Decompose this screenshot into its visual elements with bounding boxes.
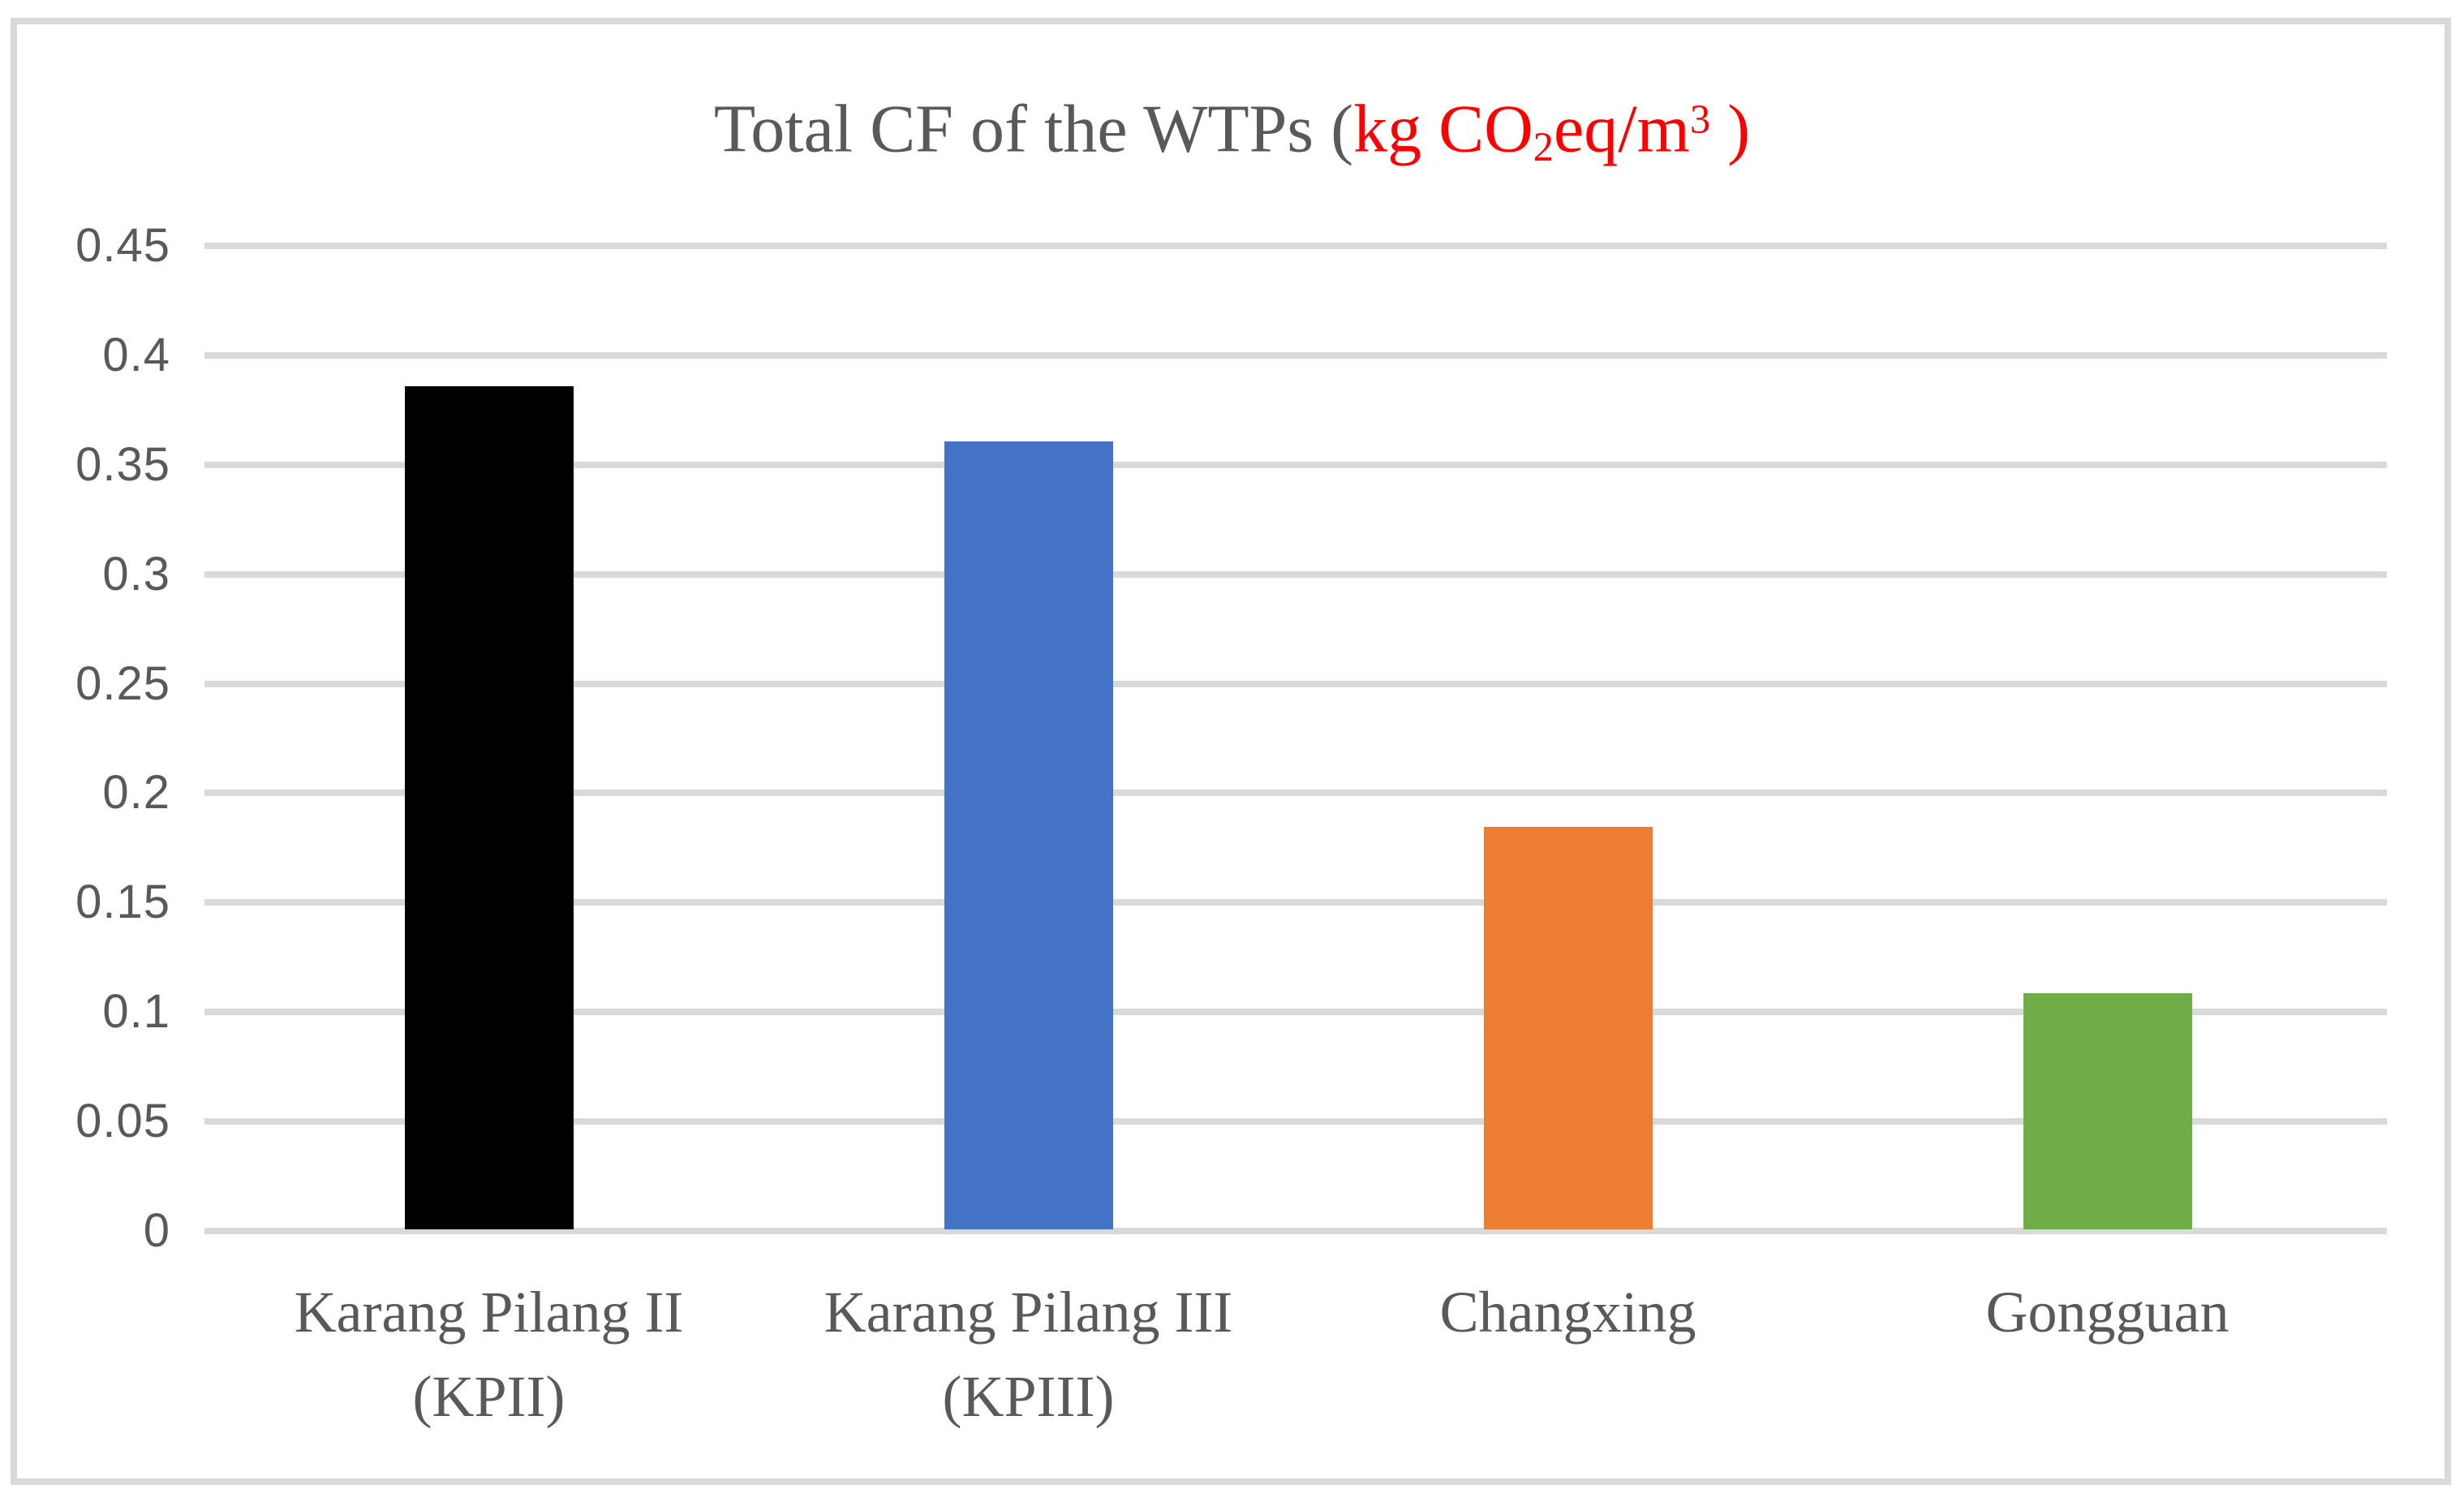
y-axis-tick-label-0.2: 0.2 xyxy=(102,766,170,820)
gridline-0.1 xyxy=(204,1009,2387,1016)
y-axis-tick-label-0.1: 0.1 xyxy=(102,985,170,1039)
chart-title: Total CF of the WTPs (kg CO2eq/m3 ) xyxy=(0,71,2464,196)
chart-title-supscript: 3 xyxy=(1689,97,1711,142)
x-axis-category-line: Karang Pilang III xyxy=(823,1280,1233,1345)
bar-gongguan xyxy=(2023,992,2192,1229)
gridline-0.35 xyxy=(204,461,2387,468)
x-axis-category-label-2: Karang Pilang III (KPIII) xyxy=(745,1270,1313,1439)
bar-changxing xyxy=(1483,826,1653,1229)
bar-karang-pilang-ii-kpii xyxy=(404,386,574,1229)
y-axis-tick-label-0.05: 0.05 xyxy=(75,1095,170,1148)
chart-title-unit: kg CO xyxy=(1353,91,1533,167)
x-axis-category-line: (KPIII) xyxy=(942,1364,1115,1429)
x-axis-category-line: (KPII) xyxy=(412,1364,565,1429)
y-axis-tick-label-0.3: 0.3 xyxy=(102,547,170,600)
gridline-0 xyxy=(204,1228,2387,1234)
gridline-0.25 xyxy=(204,680,2387,687)
chart-title-prefix: Total CF of the WTPs ( xyxy=(713,91,1354,167)
gridline-0.4 xyxy=(204,351,2387,359)
x-axis-category-line: Changxing xyxy=(1439,1280,1696,1345)
gridline-0.15 xyxy=(204,899,2387,906)
chart-title-subscript: 2 xyxy=(1533,123,1554,170)
y-axis-tick-label-0.25: 0.25 xyxy=(75,656,170,710)
gridline-0.05 xyxy=(204,1118,2387,1125)
y-axis-tick-label-0.45: 0.45 xyxy=(75,219,170,272)
chart-title-unit: eq/m xyxy=(1553,91,1690,167)
x-axis-category-label-3: Changxing xyxy=(1284,1270,1852,1354)
chart-border-frame xyxy=(11,18,2451,1485)
chart-title-unit: ) xyxy=(1710,91,1751,167)
gridline-0.3 xyxy=(204,570,2387,578)
y-axis-tick-label-0.15: 0.15 xyxy=(75,876,170,929)
gridline-0.45 xyxy=(204,243,2387,249)
bar-karang-pilang-iii-kpiii xyxy=(944,441,1113,1229)
y-axis-tick-label-0: 0 xyxy=(143,1204,170,1257)
y-axis-tick-label-0.35: 0.35 xyxy=(75,437,170,491)
x-axis-category-label-1: Karang Pilang II (KPII) xyxy=(205,1270,773,1439)
x-axis-category-label-4: Gongguan xyxy=(1824,1270,2392,1354)
y-axis-tick-label-0.4: 0.4 xyxy=(102,328,170,381)
x-axis-category-line: Karang Pilang II xyxy=(294,1280,684,1345)
x-axis-category-line: Gongguan xyxy=(1985,1280,2230,1345)
gridline-0.2 xyxy=(204,790,2387,797)
